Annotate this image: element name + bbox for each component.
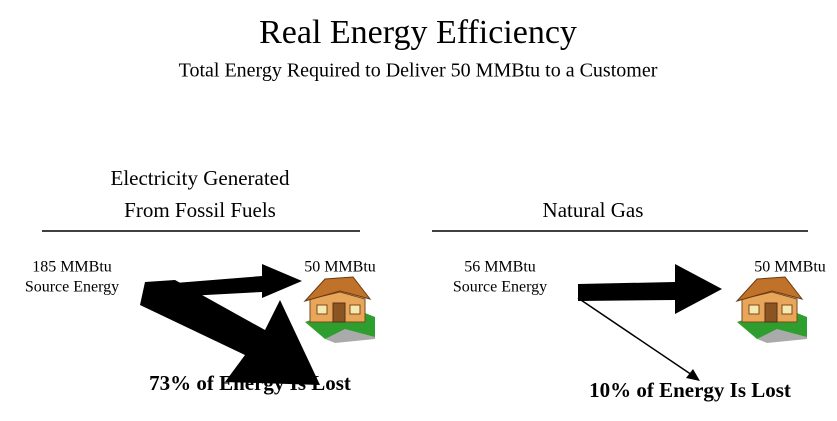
loss-arrow: [578, 298, 692, 375]
source-amount: 185 MMBtu: [32, 259, 112, 276]
source-label: Source Energy: [25, 279, 119, 296]
loss-label: 10% of Energy Is Lost: [589, 378, 791, 402]
loss-arrow: [140, 280, 320, 385]
panel-heading: From Fossil Fuels: [124, 198, 276, 222]
title: Real Energy Efficiency: [259, 14, 577, 51]
delivered-amount: 50 MMBtu: [754, 259, 826, 276]
panel-heading: Electricity Generated: [111, 166, 290, 190]
source-amount: 56 MMBtu: [464, 259, 536, 276]
delivered-arrow: [578, 264, 722, 314]
subtitle: Total Energy Required to Deliver 50 MMBt…: [179, 60, 658, 82]
house-icon: [305, 277, 375, 343]
source-label: Source Energy: [453, 279, 547, 296]
panel-heading: Natural Gas: [543, 198, 644, 222]
slide: Real Energy Efficiency Total Energy Requ…: [0, 0, 837, 421]
house-icon: [737, 277, 807, 343]
delivered-amount: 50 MMBtu: [304, 259, 376, 276]
loss-label: 73% of Energy Is Lost: [149, 371, 351, 395]
